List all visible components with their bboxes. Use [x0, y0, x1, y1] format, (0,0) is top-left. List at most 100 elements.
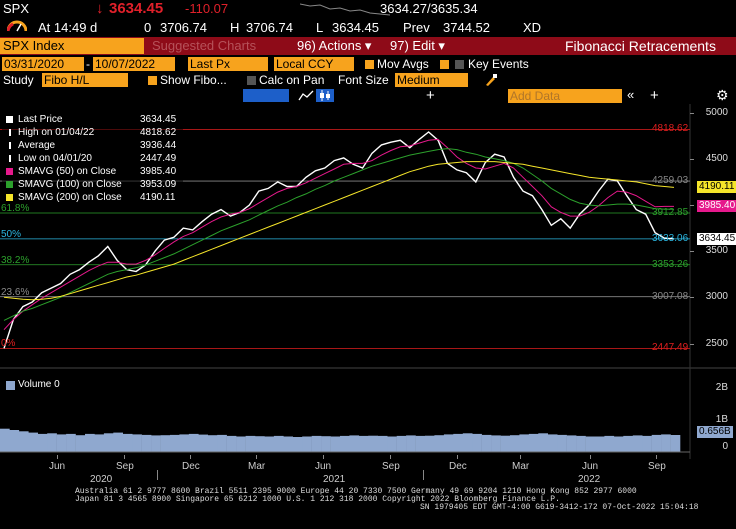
volume-bar [37, 433, 48, 452]
x-tick-mark [520, 455, 521, 459]
y-tick-label: 3000 [705, 291, 728, 303]
volume-bar [188, 433, 199, 452]
study-select[interactable]: Fibo H/L [42, 73, 128, 87]
volume-bar [141, 434, 152, 452]
fib-pct-label: 0% [1, 338, 16, 350]
volume-bar [122, 433, 133, 452]
volume-bar [264, 436, 275, 452]
volume-bar [406, 435, 416, 452]
plus-icon[interactable]: + [650, 87, 659, 104]
show-fibo-checkbox[interactable] [148, 76, 157, 85]
gauge-icon[interactable] [6, 20, 28, 32]
fib-value-label: 4818.62 [652, 123, 689, 135]
series-line-3 [3, 161, 675, 301]
volume-bar [103, 433, 114, 452]
volume-bar [434, 435, 445, 452]
calc-on-pan-label: Calc on Pan [259, 73, 325, 87]
volume-bar [557, 434, 567, 452]
y-tick-label: 5000 [705, 106, 728, 118]
volume-bar [28, 432, 38, 452]
y-tick-mark [690, 343, 694, 345]
price-chart[interactable] [0, 104, 736, 529]
font-size-select[interactable]: Medium [395, 73, 468, 87]
add-data-field[interactable]: Add Data [508, 89, 622, 103]
footer-line1: Australia 61 2 9777 8600 Brazil 5511 239… [75, 487, 637, 496]
volume-bar [330, 436, 341, 452]
start-date-field[interactable]: 03/31/2020 [2, 57, 84, 71]
key-events-checkbox[interactable] [455, 60, 464, 69]
volume-bar [358, 435, 369, 452]
x-year-label: 2022 [578, 474, 601, 485]
volume-bar [368, 435, 378, 452]
low-label: L [316, 20, 324, 35]
legend-value: 2447.49 [140, 153, 177, 164]
chart-title: Fibonacci Retracements [565, 38, 716, 54]
legend-label: SMAVG (100) on Close [18, 179, 122, 190]
key-events-label: Key Events [468, 57, 529, 71]
mov-avgs-dropdown[interactable] [440, 60, 449, 69]
candle-chart-icon[interactable] [316, 89, 334, 102]
edit-menu[interactable]: 97) Edit ▾ [390, 38, 445, 53]
x-tick-label: Sep [648, 461, 666, 472]
fib-pct-label: 61.8% [1, 203, 30, 215]
suggested-charts-button[interactable]: Suggested Charts [152, 38, 257, 53]
volume-bar [538, 433, 548, 452]
volume-swatch [6, 381, 15, 390]
fib-pct-label: 50% [1, 228, 22, 240]
volume-bar [151, 435, 161, 452]
font-size-label: Font Size [338, 73, 389, 87]
legend-label: High on 01/04/22 [18, 127, 95, 138]
add-plus-icon[interactable]: + [426, 87, 435, 104]
volume-bar [576, 435, 586, 452]
volume-bar [273, 435, 284, 452]
prev-value: 3744.52 [443, 20, 490, 35]
actions-menu[interactable]: 96) Actions ▾ [297, 38, 372, 53]
fib-pct-label: 38.2% [1, 254, 30, 266]
volume-bar [198, 434, 208, 452]
line-chart-icon[interactable] [298, 89, 314, 102]
x-tick-label: Sep [382, 461, 400, 472]
fib-value-label: 4259.03 [652, 175, 689, 187]
volume-label: Volume 0 [18, 379, 60, 390]
end-date-field[interactable]: 10/07/2022 [93, 57, 175, 71]
volume-bar [85, 433, 95, 452]
mov-avgs-checkbox[interactable] [365, 60, 374, 69]
venue: XD [523, 20, 542, 35]
chart-type-button[interactable] [243, 89, 289, 102]
x-tick-label: Jun [49, 461, 66, 472]
volume-bar [519, 434, 530, 452]
volume-bar [642, 435, 652, 452]
ticker: SPX [3, 1, 30, 16]
legend-label: SMAVG (200) on Close [18, 192, 122, 203]
x-tick-mark [190, 455, 191, 459]
color-picker-icon[interactable] [483, 73, 499, 87]
y-tick-mark [690, 158, 694, 160]
high-value: 3706.74 [246, 20, 293, 35]
x-tick-mark [124, 455, 125, 459]
volume-bar [56, 434, 67, 452]
legend-swatch [6, 181, 13, 188]
fib-value-label: 3007.08 [652, 290, 689, 302]
x-tick-mark [256, 455, 257, 459]
security-field[interactable]: SPX Index [0, 38, 144, 54]
double-chevron-left-icon[interactable]: « [627, 87, 635, 102]
fib-pct-label: 23.6% [1, 286, 30, 298]
y-tick-label: 4500 [705, 152, 728, 164]
calc-on-pan-checkbox[interactable] [247, 76, 256, 85]
open-label: 0 [144, 20, 152, 35]
sparkline-icon [300, 3, 390, 16]
volume-bar [415, 435, 426, 452]
x-year-label: 2020 [90, 474, 113, 485]
gear-icon[interactable]: ⚙ [716, 87, 729, 103]
price-field-select[interactable]: Last Px [188, 57, 268, 71]
toolbar [0, 37, 736, 55]
legend-label: Last Price [18, 114, 63, 125]
show-fibo-label[interactable]: Show Fibo... [160, 73, 227, 87]
legend-swatch [9, 129, 11, 136]
currency-select[interactable]: Local CCY [274, 57, 354, 71]
fib-value-label: 3633.06 [652, 232, 689, 244]
volume-bar [160, 435, 171, 452]
x-tick-label: Dec [449, 461, 467, 472]
volume-bar [613, 436, 624, 452]
legend-swatch [6, 168, 13, 175]
